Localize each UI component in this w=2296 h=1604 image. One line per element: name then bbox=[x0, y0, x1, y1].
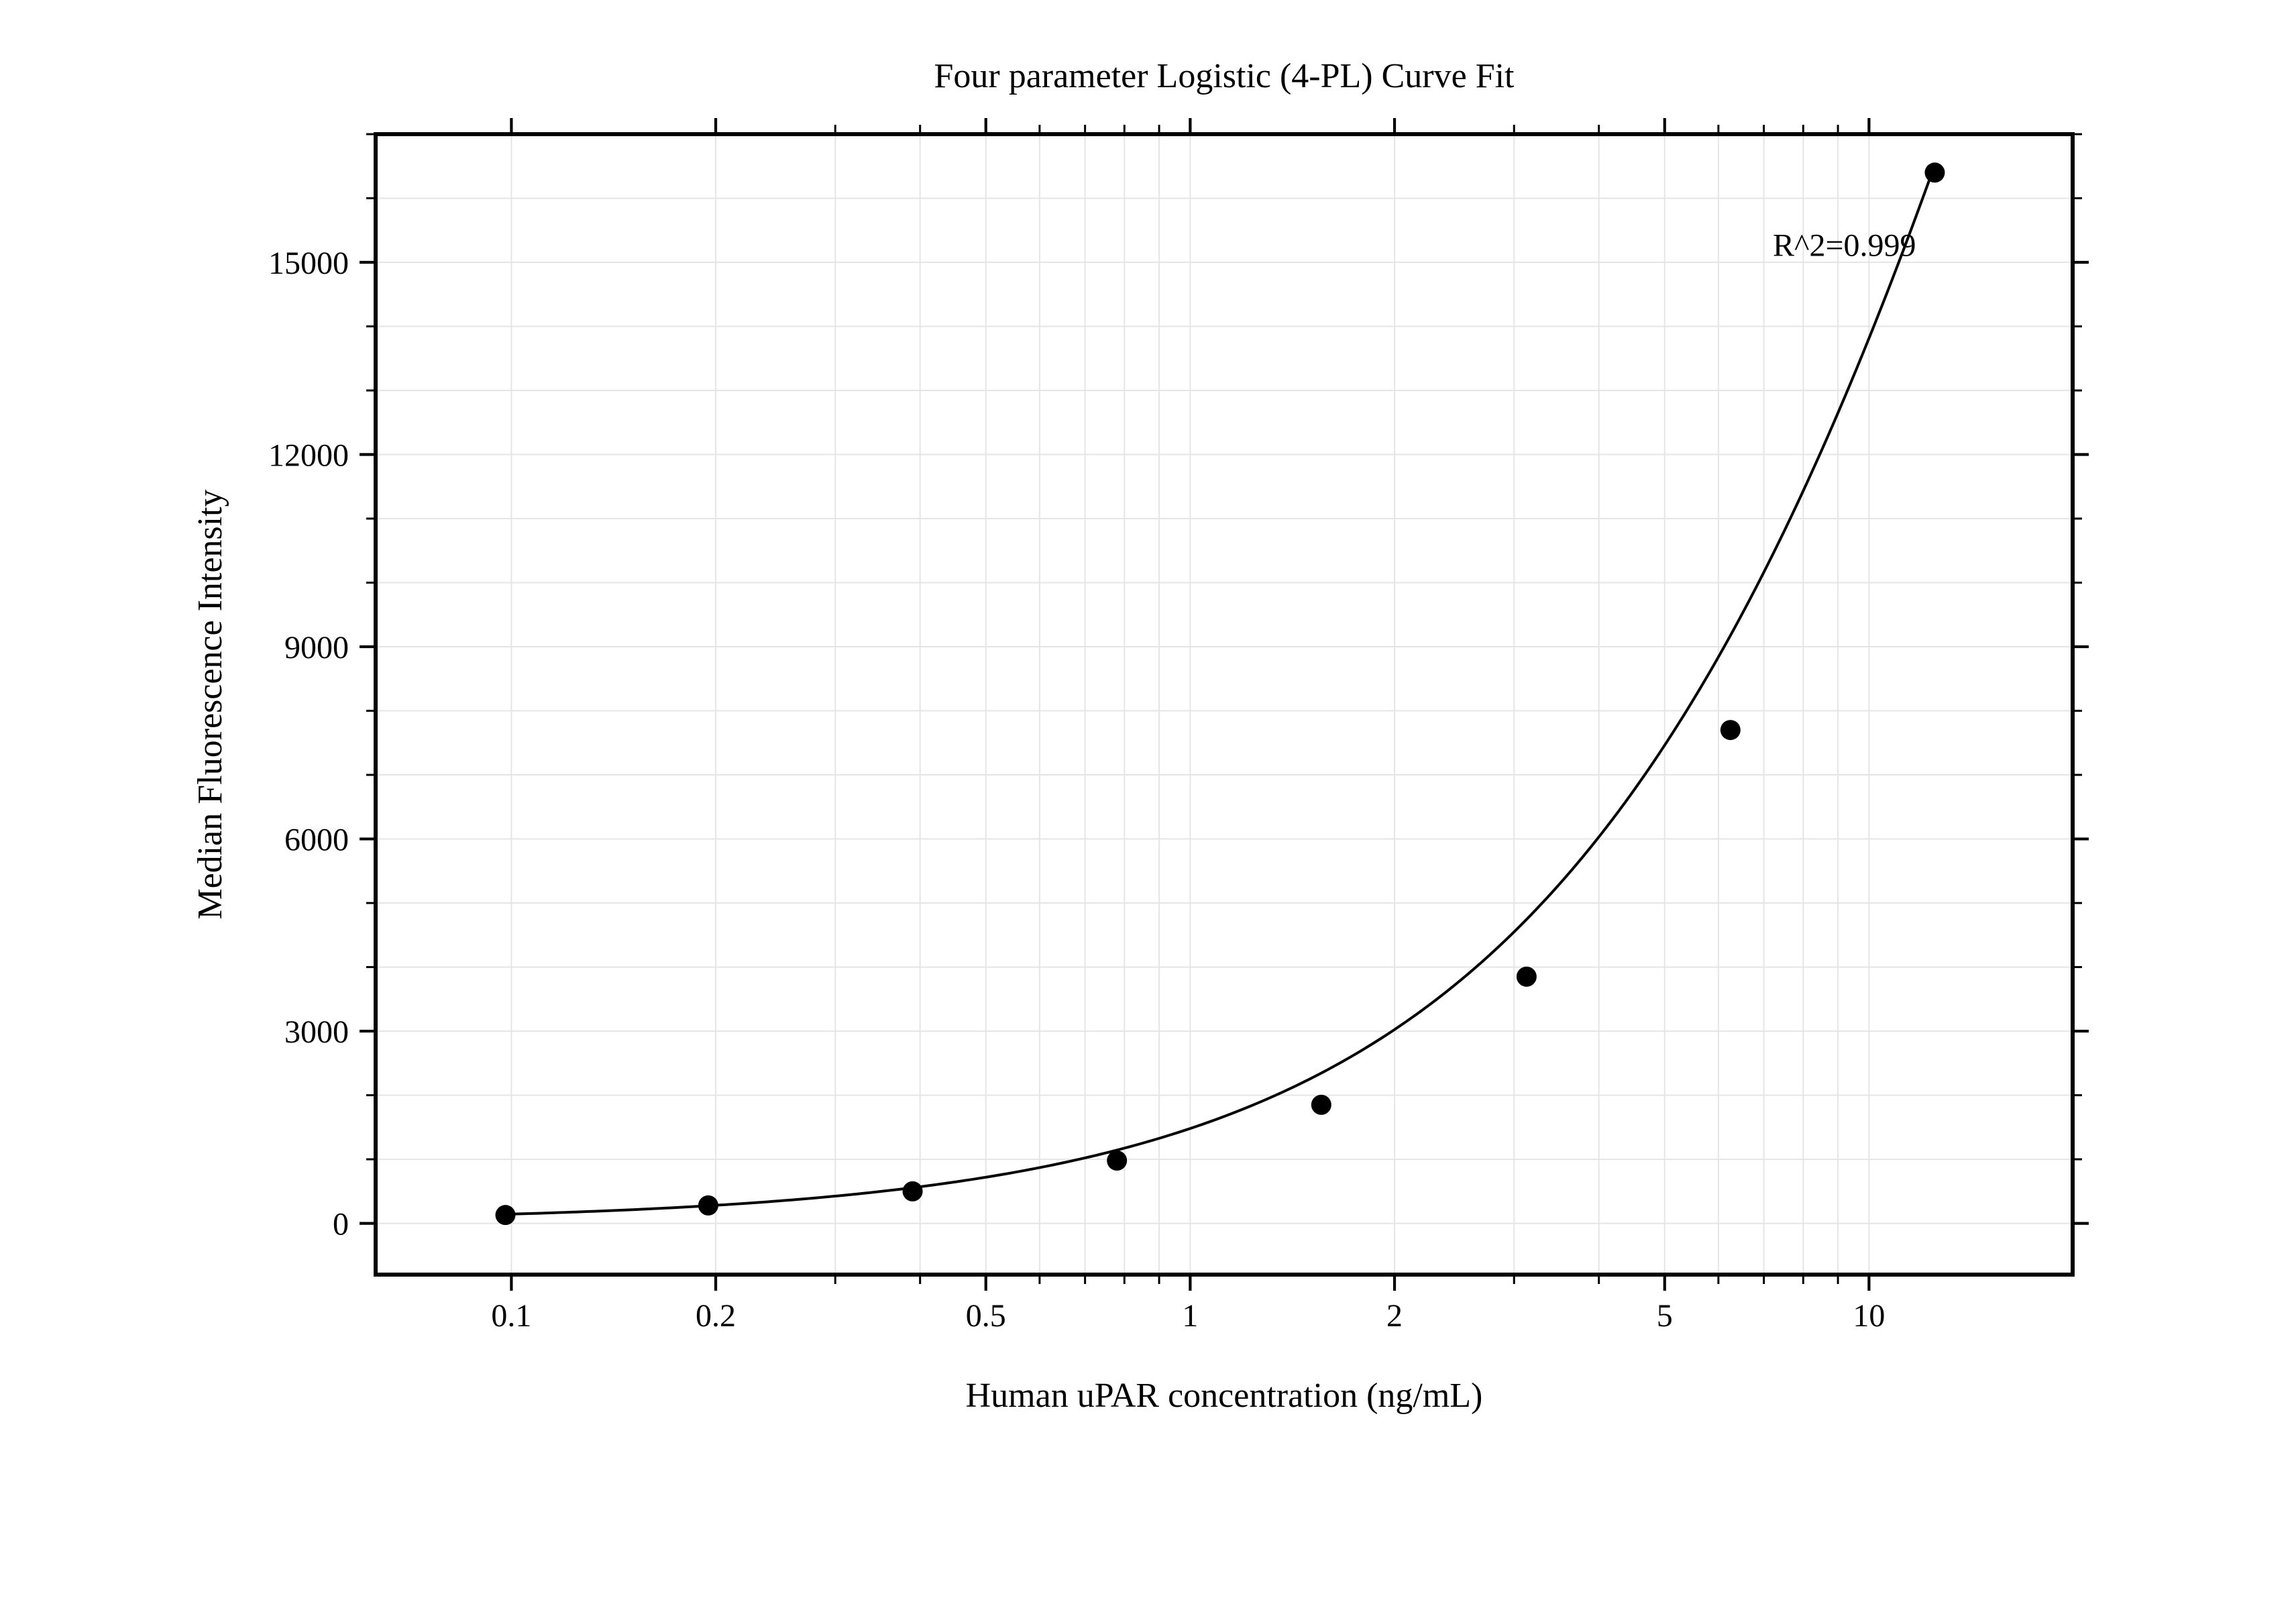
x-tick-label: 2 bbox=[1386, 1298, 1403, 1334]
y-tick-label: 15000 bbox=[268, 246, 349, 281]
y-tick-label: 0 bbox=[333, 1206, 349, 1242]
x-tick-label: 0.5 bbox=[966, 1298, 1006, 1334]
data-point bbox=[1311, 1095, 1331, 1115]
y-tick-label: 3000 bbox=[284, 1014, 349, 1050]
y-axis-label: Median Fluorescence Intensity bbox=[191, 489, 229, 919]
x-tick-label: 5 bbox=[1657, 1298, 1673, 1334]
x-tick-label: 1 bbox=[1182, 1298, 1198, 1334]
data-point bbox=[1924, 162, 1945, 182]
x-tick-label: 0.2 bbox=[696, 1298, 736, 1334]
x-tick-label: 0.1 bbox=[491, 1298, 531, 1334]
standard-curve-chart: 0.1 0.2 0.5 1 2 5 10 0 3000 6000 9000 12000 15000 R^2… bbox=[0, 0, 2296, 1604]
data-point bbox=[903, 1181, 923, 1201]
y-tick-label: 12000 bbox=[268, 437, 349, 473]
data-point bbox=[496, 1205, 516, 1225]
y-tick-label: 9000 bbox=[284, 630, 349, 665]
x-tick-label: 10 bbox=[1853, 1298, 1885, 1334]
data-point bbox=[1107, 1151, 1127, 1171]
chart-title: Four parameter Logistic (4-PL) Curve Fit bbox=[934, 57, 1515, 95]
chart-background bbox=[0, 0, 2296, 1604]
x-axis-label: Human uPAR concentration (ng/mL) bbox=[966, 1377, 1483, 1415]
data-point bbox=[1517, 967, 1537, 987]
data-point bbox=[1720, 720, 1741, 740]
data-point bbox=[698, 1195, 718, 1216]
y-tick-label: 6000 bbox=[284, 822, 349, 857]
r-squared-annotation: R^2=0.999 bbox=[1773, 227, 1916, 263]
